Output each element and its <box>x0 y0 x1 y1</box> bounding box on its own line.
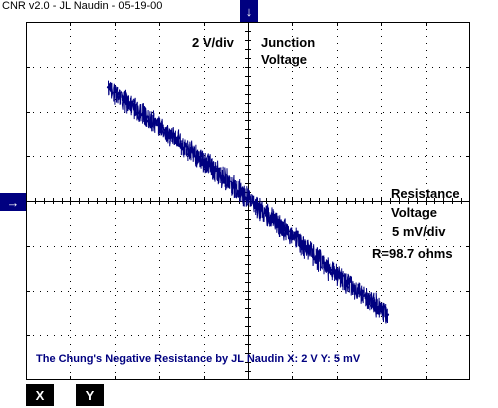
data-point <box>158 125 161 128</box>
y-axis-label-line2: Voltage <box>391 205 437 220</box>
resistance-readout: R=98.7 ohms <box>372 246 453 261</box>
x-axis-label-line2: Voltage <box>261 52 307 67</box>
data-point <box>106 86 110 89</box>
data-point <box>202 160 205 163</box>
caption: The Chung's Negative Resistance by JL Na… <box>36 353 361 365</box>
y-position-marker[interactable]: → <box>0 193 26 211</box>
data-point <box>291 235 294 238</box>
x-channel-button[interactable]: X <box>26 384 54 406</box>
window-title: CNR v2.0 - JL Naudin - 05-19-00 <box>2 0 163 12</box>
y-channel-button[interactable]: Y <box>76 384 104 406</box>
data-point <box>246 197 250 200</box>
y-axis-label-line1: Resistance <box>391 186 460 201</box>
x-scale-label: 2 V/div <box>192 35 234 50</box>
oscilloscope-screen <box>26 22 470 380</box>
data-trace <box>108 80 388 324</box>
x-position-marker[interactable]: ↓ <box>240 0 258 22</box>
y-scale-label: 5 mV/div <box>392 224 446 239</box>
x-axis-label-line1: Junction <box>261 35 316 50</box>
data-point <box>335 274 338 277</box>
data-point <box>386 313 390 316</box>
